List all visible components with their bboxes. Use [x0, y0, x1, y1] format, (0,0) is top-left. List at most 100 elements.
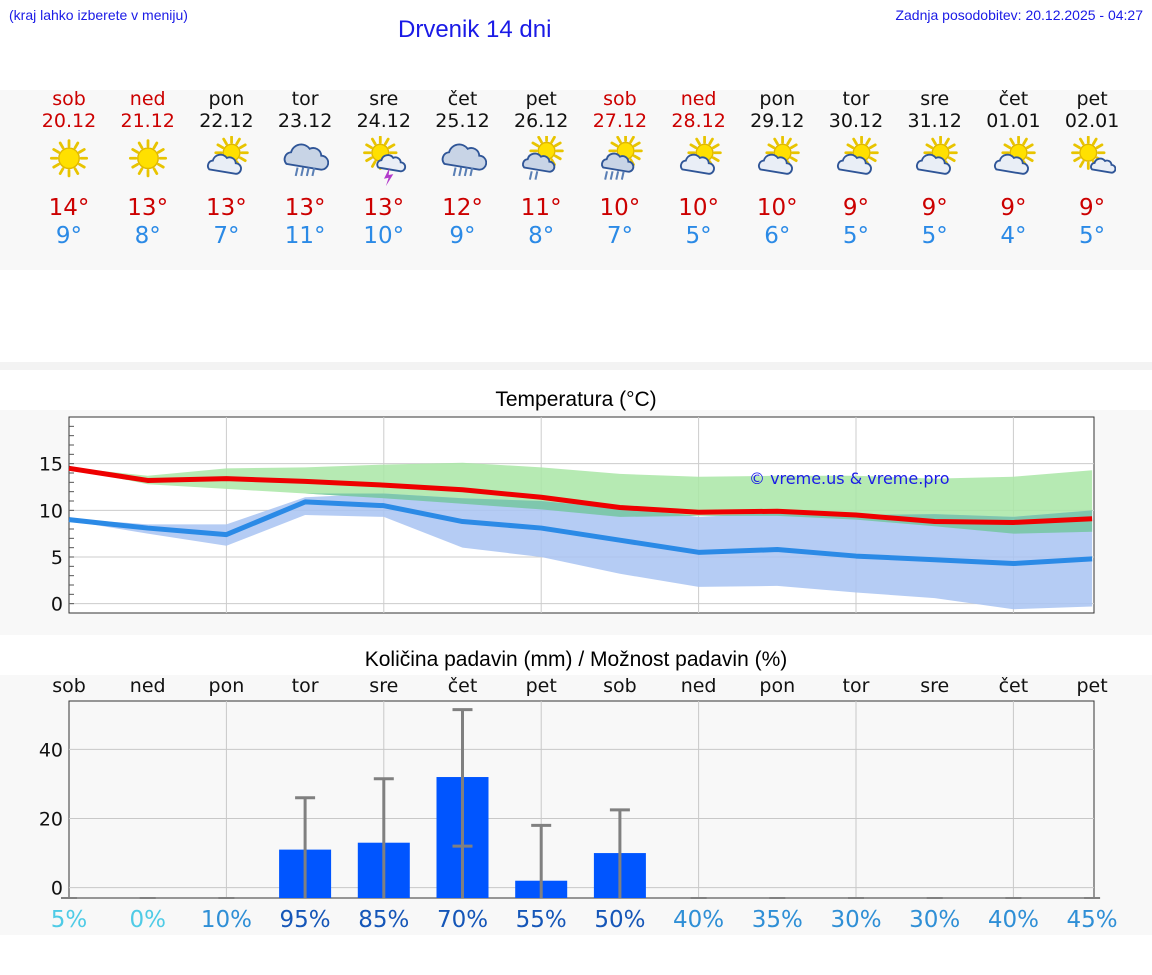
- day-name: pon: [208, 88, 245, 110]
- min-temperature: 5°: [1079, 223, 1106, 249]
- partly-cloudy-icon: [207, 135, 250, 175]
- partly-cloudy-icon: [915, 135, 958, 175]
- max-temperature: 9°: [842, 195, 870, 221]
- max-temperature: 13°: [363, 195, 405, 221]
- day-name: tor: [842, 88, 870, 110]
- day-column: pon 22.12 13° 7°: [186, 88, 266, 250]
- day-column: ned 28.12 10° 5°: [659, 88, 739, 250]
- max-temperature: 13°: [127, 195, 169, 221]
- max-temperature: 9°: [1000, 195, 1027, 221]
- min-temperature: 8°: [528, 223, 555, 249]
- day-column: tor 23.12 13° 11°: [265, 88, 345, 250]
- day-name: ned: [680, 88, 717, 110]
- y-tick-label: 0: [51, 594, 63, 616]
- max-temperature: 9°: [921, 195, 948, 221]
- day-column: ned 21.12 13° 8°: [108, 88, 188, 250]
- min-temperature: 5°: [921, 223, 948, 249]
- day-column: čet 01.01 9° 4°: [973, 88, 1053, 250]
- min-temperature: 5°: [685, 223, 712, 249]
- sun-small-cloud-icon: [1071, 135, 1117, 174]
- day-column: sre 24.12 13° 10°: [344, 88, 424, 250]
- min-temperature: 11°: [284, 223, 326, 249]
- daily-forecast: sob 20.12 14° 9° ned 21.12 13° 8° pon 22.12 13° 7° t…: [0, 88, 1152, 250]
- plot-area: [68, 700, 1095, 899]
- day-column: sre 31.12 9° 5°: [895, 88, 975, 250]
- max-temperature: 12°: [442, 195, 483, 221]
- day-date: 30.12: [828, 110, 884, 132]
- overlap-band: [69, 468, 1093, 534]
- page-title: Drvenik 14 dni: [398, 16, 552, 43]
- max-temperature: 9°: [1079, 195, 1106, 221]
- day-name: sob: [52, 88, 86, 110]
- x-category-label: tor: [292, 675, 319, 697]
- precipitation-chart: sob ned pon tor sre čet pet sob ned pon tor sre čet p…: [39, 675, 1118, 933]
- x-category-label: pon: [209, 675, 245, 697]
- day-name: čet: [447, 88, 478, 110]
- x-category-label: čet: [999, 675, 1029, 697]
- day-date: 01.01: [986, 110, 1041, 132]
- x-category-label: sre: [920, 675, 949, 697]
- min-temperature: 10°: [363, 223, 405, 249]
- sun-thunderstorm-icon: [362, 135, 406, 187]
- precipitation-probability: 5%: [51, 907, 88, 933]
- day-name: sob: [603, 88, 637, 110]
- max-temperature: 13°: [284, 195, 326, 221]
- day-name: pon: [759, 88, 796, 110]
- x-category-label: sre: [369, 675, 398, 697]
- divider: [0, 362, 1152, 370]
- x-category-label: ned: [130, 675, 166, 697]
- cloud-rain-heavy-icon: [283, 143, 330, 177]
- x-category-label: sob: [603, 675, 637, 697]
- min-temperature: 9°: [449, 223, 476, 249]
- min-temperature-band: [69, 493, 1093, 610]
- day-column: sob 27.12 10° 7°: [580, 88, 660, 250]
- min-temperature: 9°: [55, 223, 83, 249]
- precipitation-probability: 70%: [437, 907, 488, 933]
- day-name: ned: [129, 88, 166, 110]
- day-date: 02.01: [1064, 110, 1120, 132]
- day-date: 22.12: [199, 110, 254, 132]
- y-tick-label: 40: [39, 739, 63, 761]
- sun-cloud-rain-icon: [522, 133, 564, 180]
- day-date: 21.12: [120, 110, 175, 132]
- day-date: 20.12: [41, 110, 97, 132]
- x-category-label: sob: [52, 675, 86, 697]
- precipitation-probability: 10%: [201, 907, 252, 933]
- day-date: 31.12: [907, 110, 962, 132]
- day-column: pet 26.12 11° 8°: [501, 88, 581, 250]
- x-category-label: pet: [526, 675, 557, 697]
- day-column: čet 25.12 12° 9°: [423, 88, 503, 250]
- precipitation-probability: 95%: [280, 907, 331, 933]
- y-tick-label: 20: [39, 809, 63, 831]
- day-column: pet 02.01 9° 5°: [1052, 88, 1132, 250]
- min-temperature-line: [68, 499, 1093, 567]
- max-temperature: 10°: [678, 195, 719, 221]
- x-category-label: čet: [448, 675, 478, 697]
- x-category-label: pet: [1076, 675, 1107, 697]
- forecast-panel: [0, 90, 1152, 270]
- precipitation-probability: 35%: [752, 907, 803, 933]
- last-update: Zadnja posodobitev: 20.12.2025 - 04:27: [895, 7, 1143, 23]
- sun-icon: [49, 139, 89, 178]
- precipitation-probability: 0%: [129, 907, 166, 933]
- partly-cloudy-icon: [758, 135, 801, 175]
- day-name: pet: [1076, 88, 1108, 110]
- day-column: sob 20.12 14° 9°: [29, 88, 109, 250]
- temperature-chart-title: Temperatura (°C): [495, 388, 657, 411]
- precipitation-probability: 40%: [673, 907, 724, 933]
- min-temperature: 4°: [1000, 223, 1027, 249]
- precipitation-probability: 85%: [358, 907, 409, 933]
- precipitation-chart-title: Količina padavin (mm) / Možnost padavin …: [364, 648, 788, 671]
- min-temperature: 7°: [213, 223, 240, 249]
- y-tick-label: 15: [39, 454, 63, 476]
- y-tick-label: 5: [51, 547, 63, 569]
- cloud-rain-heavy-icon: [441, 143, 487, 177]
- sun-icon: [128, 139, 167, 178]
- day-date: 24.12: [356, 110, 411, 132]
- max-temperature: 11°: [520, 195, 562, 221]
- precipitation-probability: 30%: [830, 907, 881, 933]
- precipitation-probability: 40%: [988, 907, 1039, 933]
- y-tick-label: 10: [39, 500, 63, 522]
- day-name: pet: [525, 88, 557, 110]
- partly-cloudy-icon: [994, 135, 1037, 175]
